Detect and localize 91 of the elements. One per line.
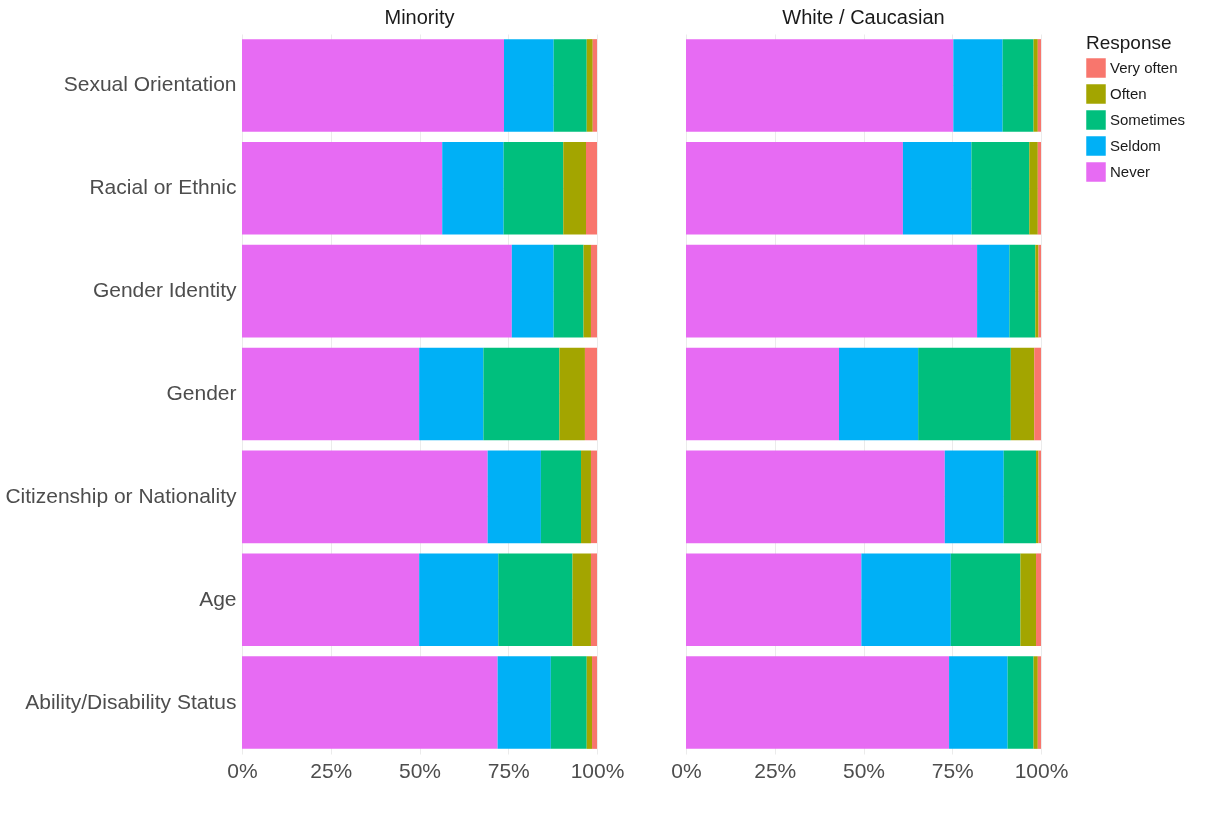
bar xyxy=(839,347,919,441)
y-tick-label: Racial or Ethnic xyxy=(89,175,237,199)
bar xyxy=(1029,142,1038,235)
bar xyxy=(949,656,1008,749)
legend-label: Never xyxy=(1110,163,1151,180)
legend-label: Often xyxy=(1110,85,1147,102)
bar xyxy=(1037,142,1041,235)
bar xyxy=(1033,656,1038,749)
bar xyxy=(953,39,1003,132)
bar xyxy=(1037,656,1041,749)
bar xyxy=(483,347,560,441)
y-tick-label: Gender xyxy=(166,381,237,404)
legend-title: Response xyxy=(1086,32,1172,53)
bar xyxy=(497,656,551,749)
bar xyxy=(419,553,499,646)
x-tick-label: 25% xyxy=(754,758,797,782)
y-tick-label: Citizenship or Nationality xyxy=(5,483,237,507)
x-tick-label: 75% xyxy=(931,758,974,782)
bar xyxy=(1003,450,1037,544)
bar xyxy=(242,142,443,235)
bar xyxy=(242,39,504,132)
bar xyxy=(977,244,1010,338)
bar xyxy=(581,450,591,544)
bar xyxy=(1033,39,1038,132)
bar xyxy=(686,39,954,132)
legend-label: Very often xyxy=(1110,59,1178,76)
bar xyxy=(686,450,945,544)
x-tick-label: 0% xyxy=(227,758,258,782)
bar xyxy=(584,347,597,441)
bar xyxy=(487,450,541,544)
bar xyxy=(586,656,593,749)
bar xyxy=(1007,656,1034,749)
bar xyxy=(553,244,584,338)
y-tick-label: Gender Identity xyxy=(92,278,237,302)
bar xyxy=(686,244,978,338)
bar xyxy=(1020,553,1037,646)
x-tick-label: 75% xyxy=(487,758,530,782)
bar xyxy=(511,244,554,338)
bar xyxy=(242,450,488,544)
bar xyxy=(419,347,484,441)
x-tick-label: 50% xyxy=(398,758,442,782)
bar xyxy=(1002,39,1034,132)
bar xyxy=(242,347,420,441)
bar xyxy=(950,553,1021,646)
x-tick-label: 0% xyxy=(671,758,702,782)
y-tick-label: Sexual Orientation xyxy=(63,72,237,96)
bar xyxy=(503,39,554,132)
bar xyxy=(686,656,950,749)
bar xyxy=(550,656,587,749)
bar xyxy=(1034,347,1041,441)
bar xyxy=(590,450,597,544)
bar xyxy=(559,347,585,441)
bar xyxy=(971,142,1030,235)
bar xyxy=(590,553,597,646)
bar xyxy=(861,553,951,646)
bar xyxy=(442,142,504,235)
legend-label: Seldom xyxy=(1110,137,1161,154)
legend-label: Sometimes xyxy=(1110,111,1186,128)
bar xyxy=(498,553,573,646)
bar xyxy=(586,39,593,132)
x-tick-label: 100% xyxy=(1014,758,1069,782)
bar xyxy=(1010,347,1035,441)
bar xyxy=(686,347,840,441)
bar xyxy=(583,244,591,338)
bar xyxy=(1036,553,1041,646)
bar xyxy=(902,142,972,235)
bar xyxy=(944,450,1004,544)
y-tick-label: Ability/Disability Status xyxy=(25,689,237,713)
bar xyxy=(540,450,582,544)
bar xyxy=(563,142,586,235)
bar xyxy=(572,553,591,646)
x-tick-label: 50% xyxy=(842,758,886,782)
bar xyxy=(1009,244,1036,338)
y-tick-label: Age xyxy=(199,586,237,610)
bar xyxy=(586,142,597,235)
bar xyxy=(686,553,862,646)
bar xyxy=(590,244,597,338)
bar xyxy=(553,39,587,132)
x-tick-label: 100% xyxy=(570,758,625,782)
bar xyxy=(503,142,564,235)
bar xyxy=(1037,39,1041,132)
bar xyxy=(242,244,512,338)
bar xyxy=(592,39,597,132)
chart-title: Minority xyxy=(384,6,455,28)
bar xyxy=(592,656,597,749)
bar xyxy=(918,347,1011,441)
bar xyxy=(242,553,420,646)
bar xyxy=(242,656,498,749)
bar xyxy=(686,142,903,235)
chart-title: White / Caucasian xyxy=(782,6,945,28)
x-tick-label: 25% xyxy=(310,758,353,782)
